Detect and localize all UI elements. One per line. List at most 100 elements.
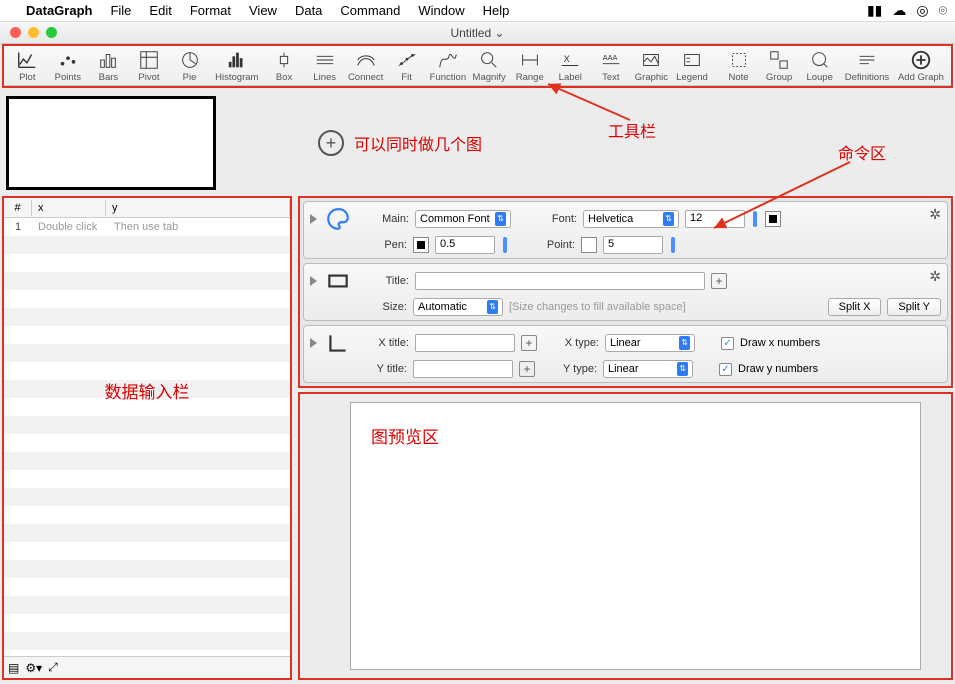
size-select[interactable]: Automatic⇅ bbox=[413, 298, 503, 316]
toolbar: Plot Points Bars Pivot Pie Histogram Box… bbox=[4, 46, 951, 86]
point-slider[interactable] bbox=[669, 237, 677, 253]
tool-box[interactable]: Box bbox=[267, 49, 302, 83]
menu-help[interactable]: Help bbox=[483, 3, 510, 18]
wechat-icon[interactable]: ☁ bbox=[892, 2, 906, 19]
draw-y-label: Draw y numbers bbox=[738, 363, 818, 375]
preview-canvas[interactable]: 图预览区 bbox=[350, 402, 921, 670]
title-add-button[interactable]: + bbox=[711, 273, 727, 289]
tool-add-graph[interactable]: Add Graph bbox=[897, 49, 945, 83]
tool-connect[interactable]: Connect bbox=[348, 49, 383, 83]
preview-region: 图预览区 bbox=[298, 392, 953, 680]
app-name[interactable]: DataGraph bbox=[26, 3, 92, 18]
preview-annotation: 图预览区 bbox=[371, 428, 439, 447]
menu-command[interactable]: Command bbox=[340, 3, 400, 18]
disclosure-icon[interactable] bbox=[310, 338, 317, 348]
canvas-panel: ✲ Title: + Size: Automatic⇅ [Size change… bbox=[303, 263, 948, 321]
title-label: Title: bbox=[357, 275, 409, 287]
xtitle-input[interactable] bbox=[415, 334, 515, 352]
close-button[interactable] bbox=[10, 27, 21, 38]
tool-label[interactable]: XLabel bbox=[553, 49, 588, 83]
cc-icon[interactable]: ◎ bbox=[916, 2, 928, 19]
xtype-select[interactable]: Linear⇅ bbox=[605, 334, 695, 352]
draw-x-checkbox[interactable]: ✓ bbox=[721, 337, 734, 350]
split-y-button[interactable]: Split Y bbox=[887, 298, 941, 316]
tool-loupe[interactable]: Loupe bbox=[802, 49, 837, 83]
title-input[interactable] bbox=[415, 272, 705, 290]
data-table-body[interactable]: 1Double clickThen use tab bbox=[4, 218, 290, 656]
graph-thumbnail-row bbox=[0, 90, 294, 196]
data-table-region: # x y 1Double clickThen use tab 数据输入栏 ▤ … bbox=[2, 196, 292, 680]
disclosure-icon[interactable] bbox=[310, 214, 317, 224]
maximize-button[interactable] bbox=[46, 27, 57, 38]
tool-note[interactable]: Note bbox=[721, 49, 756, 83]
ytitle-add-button[interactable]: + bbox=[519, 361, 535, 377]
menu-file[interactable]: File bbox=[110, 3, 131, 18]
tool-definitions[interactable]: Definitions bbox=[843, 49, 891, 83]
xtitle-add-button[interactable]: + bbox=[521, 335, 537, 351]
tool-range[interactable]: Range bbox=[512, 49, 547, 83]
pen-width-input[interactable]: 0.5 bbox=[435, 236, 495, 254]
point-size-input[interactable]: 5 bbox=[603, 236, 663, 254]
menu-format[interactable]: Format bbox=[190, 3, 231, 18]
menu-data[interactable]: Data bbox=[295, 3, 322, 18]
tool-magnify[interactable]: Magnify bbox=[472, 49, 507, 83]
graph-thumbnail[interactable] bbox=[6, 96, 216, 190]
menu-window[interactable]: Window bbox=[418, 3, 464, 18]
ytitle-label: Y title: bbox=[355, 363, 407, 375]
tool-graphic[interactable]: Graphic bbox=[634, 49, 669, 83]
status-icon[interactable]: ▮▮ bbox=[867, 2, 882, 19]
canvas-icon bbox=[325, 268, 351, 294]
tool-pie[interactable]: Pie bbox=[172, 49, 207, 83]
document-title[interactable]: Untitled ⌄ bbox=[450, 26, 504, 40]
toolbar-region: Plot Points Bars Pivot Pie Histogram Box… bbox=[2, 44, 953, 88]
split-x-button[interactable]: Split X bbox=[828, 298, 882, 316]
mic-icon[interactable]: ⌾ bbox=[939, 2, 947, 19]
footer-icon[interactable]: ▤ bbox=[8, 661, 19, 675]
tool-text[interactable]: AAAText bbox=[594, 49, 629, 83]
font-size-slider[interactable] bbox=[751, 211, 759, 227]
ytype-select[interactable]: Linear⇅ bbox=[603, 360, 693, 378]
add-graph-button[interactable]: + bbox=[318, 130, 344, 156]
style-panel: ✲ Main: Common Font⇅ Font: Helvetica⇅ 12… bbox=[303, 201, 948, 259]
xtitle-label: X title: bbox=[357, 337, 409, 349]
tool-bars[interactable]: Bars bbox=[91, 49, 126, 83]
col-header-rownum[interactable]: # bbox=[4, 200, 32, 216]
font-color-swatch[interactable] bbox=[765, 211, 781, 227]
minimize-button[interactable] bbox=[28, 27, 39, 38]
size-label: Size: bbox=[355, 301, 407, 313]
ytitle-input[interactable] bbox=[413, 360, 513, 378]
ytype-label: Y type: bbox=[541, 363, 597, 375]
menubar-status-icons: ▮▮ ☁ ◎ ⌾ bbox=[867, 2, 947, 19]
tool-fit[interactable]: Fit bbox=[389, 49, 424, 83]
tool-legend[interactable]: Legend bbox=[675, 49, 710, 83]
commands-region: ✲ Main: Common Font⇅ Font: Helvetica⇅ 12… bbox=[298, 196, 953, 388]
panel-gear-icon[interactable]: ✲ bbox=[929, 206, 941, 223]
pen-slider[interactable] bbox=[501, 237, 509, 253]
tool-function[interactable]: Function bbox=[430, 49, 466, 83]
tool-points[interactable]: Points bbox=[51, 49, 86, 83]
draw-y-checkbox[interactable]: ✓ bbox=[719, 363, 732, 376]
point-color-swatch[interactable] bbox=[581, 237, 597, 253]
footer-gear-icon[interactable]: ⚙▾ bbox=[25, 661, 42, 675]
tool-histogram[interactable]: Histogram bbox=[213, 49, 261, 83]
tool-lines[interactable]: Lines bbox=[307, 49, 342, 83]
point-label: Point: bbox=[515, 239, 575, 251]
tool-group[interactable]: Group bbox=[762, 49, 797, 83]
col-header-y[interactable]: y bbox=[106, 200, 290, 216]
col-header-x[interactable]: x bbox=[32, 200, 106, 216]
pen-color-swatch[interactable] bbox=[413, 237, 429, 253]
font-select[interactable]: Helvetica⇅ bbox=[583, 210, 679, 228]
tool-plot[interactable]: Plot bbox=[10, 49, 45, 83]
menu-view[interactable]: View bbox=[249, 3, 277, 18]
menu-edit[interactable]: Edit bbox=[149, 3, 171, 18]
font-size-input[interactable]: 12 bbox=[685, 210, 745, 228]
tool-pivot[interactable]: Pivot bbox=[132, 49, 167, 83]
main-font-select[interactable]: Common Font⇅ bbox=[415, 210, 511, 228]
footer-expand-icon[interactable]: ⤢ bbox=[48, 660, 58, 675]
disclosure-icon[interactable] bbox=[310, 276, 317, 286]
toolbar-annotation: 工具栏 bbox=[608, 118, 656, 142]
panel-gear-icon[interactable]: ✲ bbox=[929, 268, 941, 285]
palette-icon bbox=[325, 206, 351, 232]
axes-icon bbox=[325, 330, 351, 356]
data-table-footer: ▤ ⚙▾ ⤢ bbox=[4, 656, 290, 678]
